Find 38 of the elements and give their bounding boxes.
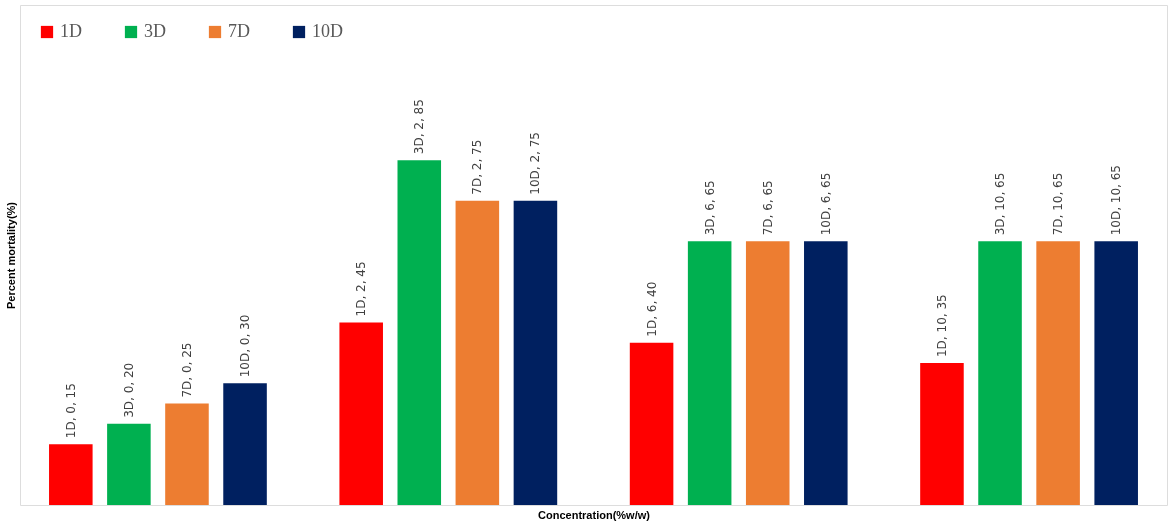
bar <box>745 241 790 505</box>
bar <box>455 200 500 505</box>
data-label: 10D, 6, 65 <box>818 172 833 236</box>
data-label: 3D, 6, 65 <box>702 180 717 236</box>
bar <box>978 241 1022 505</box>
data-label: 7D, 6, 65 <box>760 180 775 236</box>
data-label: 10D, 10, 65 <box>1109 165 1124 236</box>
bar <box>339 322 383 505</box>
legend-label: 1D <box>60 21 82 41</box>
data-label: 1D, 10, 35 <box>934 294 949 358</box>
bar <box>1036 241 1080 505</box>
y-axis-title: Percent mortality(%) <box>4 201 17 309</box>
legend-label: 3D <box>144 21 166 41</box>
legend-label: 10D <box>312 21 343 41</box>
bar <box>513 200 558 505</box>
data-label: 3D, 2, 85 <box>412 99 427 155</box>
bar <box>804 241 848 505</box>
data-label: 1D, 6, 40 <box>644 281 659 337</box>
data-label: 7D, 10, 65 <box>1051 172 1066 236</box>
bar <box>223 383 267 505</box>
data-label: 7D, 0, 25 <box>179 342 194 398</box>
data-label: 10D, 0, 30 <box>238 314 253 378</box>
bar <box>920 363 964 505</box>
bar <box>1094 241 1138 505</box>
x-axis-title: Concentration(%w/w) <box>538 508 651 521</box>
bar <box>49 444 93 505</box>
bar <box>107 423 151 505</box>
bar <box>397 160 442 505</box>
data-label: 7D, 2, 75 <box>470 139 485 195</box>
data-label: 3D, 0, 20 <box>121 362 136 418</box>
bar <box>165 403 209 505</box>
data-label: 3D, 10, 65 <box>993 172 1008 236</box>
data-label: 10D, 2, 75 <box>528 132 543 195</box>
bar <box>629 342 674 505</box>
bar <box>687 241 732 505</box>
data-label: 1D, 2, 45 <box>354 261 369 317</box>
data-label: 1D, 0, 15 <box>63 383 78 439</box>
legend-label: 7D <box>228 21 250 41</box>
